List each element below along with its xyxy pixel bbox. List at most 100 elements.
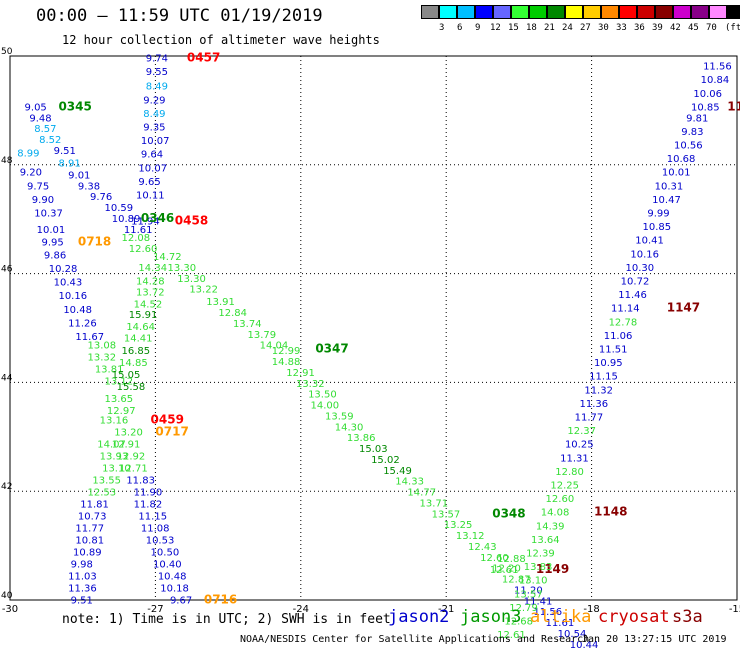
- wave-height-label: 11.94: [131, 217, 160, 228]
- wave-height-label: 13.65: [105, 394, 134, 405]
- wave-height-label: 13.10: [102, 464, 131, 475]
- wave-height-label: 9.29: [143, 95, 165, 106]
- legend-swatch: [529, 5, 547, 19]
- wave-height-label: 9.99: [647, 208, 669, 219]
- wave-height-label: 13.30: [177, 274, 206, 285]
- wave-height-label: 12.97: [107, 406, 136, 417]
- wave-height-label: 12.25: [550, 480, 579, 491]
- wave-height-label: 14.64: [126, 322, 155, 333]
- wave-height-label: 13.55: [92, 476, 121, 487]
- wave-height-label: 8.99: [17, 149, 39, 160]
- wave-height-label: 14.34: [138, 263, 167, 274]
- pass-time-label: 0717: [155, 425, 188, 439]
- legend-swatch: [457, 5, 475, 19]
- wave-height-label: 12.43: [468, 542, 497, 553]
- wave-height-label: 11.03: [68, 571, 97, 582]
- wave-height-label: 10.07: [141, 136, 170, 147]
- wave-height-label: 12.99: [272, 346, 301, 357]
- wave-height-label: 10.73: [78, 511, 107, 522]
- wave-height-label: 13.30: [168, 263, 197, 274]
- wave-height-label: 14.30: [335, 422, 364, 433]
- wave-height-label: 8.52: [39, 135, 61, 146]
- wave-height-label: 12.87: [502, 575, 531, 586]
- legend-swatch: [475, 5, 493, 19]
- legend-swatch: [601, 5, 619, 19]
- wave-height-label: 11.32: [584, 385, 613, 396]
- y-tick-label: 42: [1, 482, 12, 492]
- wave-height-label: 9.48: [29, 113, 51, 124]
- wave-height-label: 15.02: [371, 455, 400, 466]
- wave-height-label: 10.85: [691, 102, 720, 113]
- wave-height-label: 13.59: [325, 411, 354, 422]
- wave-height-label: 13.74: [233, 319, 262, 330]
- y-tick-label: 40: [1, 591, 13, 601]
- wave-height-label: 15.05: [112, 370, 141, 381]
- wave-height-label: 13.32: [88, 353, 117, 364]
- wave-height-label: 9.38: [78, 181, 100, 192]
- wave-height-label: 13.08: [88, 341, 117, 352]
- wave-height-label: 11.56: [703, 62, 732, 73]
- wave-height-label: 9.86: [44, 250, 66, 261]
- wave-height-label: 15.49: [383, 466, 412, 477]
- wave-height-label: 13.10: [519, 576, 548, 587]
- wave-height-label: 10.48: [158, 571, 187, 582]
- wave-height-label: 9.95: [42, 237, 64, 248]
- wave-height-label: 9.65: [138, 177, 160, 188]
- wave-height-label: 13.12: [456, 531, 485, 542]
- legend-label: 70: [706, 23, 717, 33]
- legend-swatch: [565, 5, 583, 19]
- wave-height-label: 12.91: [286, 368, 315, 379]
- chart-title: 00:00 – 11:59 UTC 01/19/2019: [36, 6, 323, 26]
- wave-height-label: 9.20: [20, 168, 42, 179]
- wave-height-label: 9.05: [25, 102, 47, 113]
- wave-height-label: 14.04: [260, 341, 289, 352]
- wave-height-label: 12.08: [121, 233, 150, 244]
- wave-height-label: 10.41: [635, 236, 664, 247]
- wave-height-label: 9.67: [170, 595, 192, 606]
- wave-height-label: 9.51: [71, 595, 93, 606]
- wave-height-label: 8.49: [143, 109, 165, 120]
- credit-line: NOAA/NESDIS Center for Satellite Applica…: [240, 634, 590, 645]
- wave-height-label: 11.15: [138, 511, 167, 522]
- satellite-altika: altika: [530, 607, 592, 627]
- satellite-cryosat: cryosat: [598, 607, 670, 627]
- pass-time-label: 0346: [141, 211, 174, 225]
- wave-height-label: 10.68: [667, 154, 696, 165]
- wave-height-label: 11.61: [124, 225, 153, 236]
- wave-height-label: 11.31: [560, 453, 589, 464]
- wave-height-label: 10.72: [621, 276, 650, 287]
- wave-height-label: 9.90: [32, 195, 54, 206]
- pass-time-label: 0348: [492, 506, 525, 520]
- wave-height-label: 16.85: [121, 346, 150, 357]
- wave-height-label: 14.00: [310, 401, 339, 412]
- wave-height-label: 10.56: [674, 140, 703, 151]
- legend-swatch: [493, 5, 511, 19]
- wave-height-label: 14.52: [134, 299, 163, 310]
- wave-height-label: 14.85: [119, 358, 148, 369]
- wave-height-label: 12.20: [492, 564, 521, 575]
- wave-height-label: 11.61: [546, 618, 575, 629]
- y-tick-label: 48: [1, 156, 13, 166]
- wave-height-label: 10.54: [558, 629, 587, 640]
- wave-height-label: 11.36: [579, 399, 608, 410]
- wave-height-label: 11.51: [599, 344, 628, 355]
- wave-height-label: 12.80: [555, 467, 584, 478]
- wave-height-label: 10.28: [49, 264, 78, 275]
- wave-height-label: 10.81: [75, 535, 104, 546]
- wave-height-label: 11.82: [134, 500, 163, 511]
- wave-height-label: 11.15: [589, 372, 618, 383]
- wave-height-label: 9.35: [143, 123, 165, 134]
- wave-height-label: 11.56: [533, 607, 562, 618]
- legend-label: 12: [490, 23, 501, 33]
- wave-height-label: 10.18: [160, 583, 189, 594]
- pass-time-label: 1147: [667, 301, 700, 315]
- wave-height-label: 12.78: [609, 317, 638, 328]
- wave-height-label: 11.36: [68, 583, 97, 594]
- legend-label: 21: [544, 23, 555, 33]
- pass-time-label: 1148: [594, 505, 627, 519]
- wave-height-label: 10.50: [151, 547, 180, 558]
- wave-height-label: 13.83: [524, 562, 553, 573]
- wave-height-label: 11.77: [75, 523, 104, 534]
- wave-height-label: 10.01: [37, 225, 66, 236]
- wave-height-label: 12.53: [88, 488, 117, 499]
